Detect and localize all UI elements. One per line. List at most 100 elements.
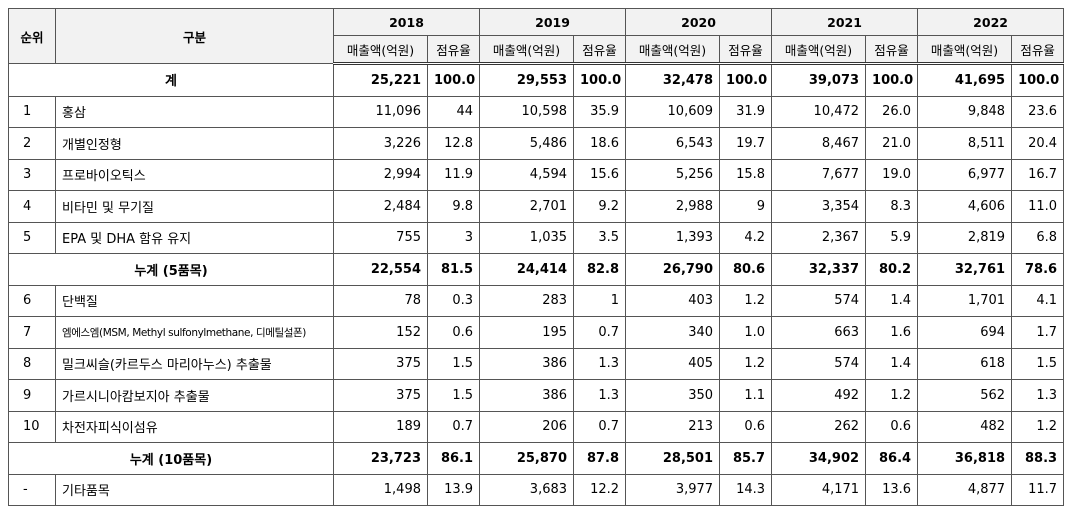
- share: 11.9: [426, 158, 481, 191]
- share: 1.3: [573, 379, 627, 412]
- share: 80.6: [719, 253, 773, 286]
- sub-header: 점유율: [719, 35, 773, 65]
- share: 1.2: [719, 284, 773, 317]
- share: 11.7: [1011, 473, 1065, 506]
- sales: 4,877: [917, 473, 1013, 506]
- rank-header: 순위: [8, 8, 56, 64]
- share: 5.9: [865, 221, 919, 254]
- sales-table: 순위 구분 2018 2019 2020 2021 2022 매출액(억원) 점유율 매출액…: [8, 8, 1065, 506]
- item-name: 개별인정형: [55, 127, 334, 160]
- sales: 11,096: [333, 95, 428, 128]
- item-name: 홍삼: [55, 95, 334, 128]
- share: 35.9: [573, 95, 627, 128]
- share: 100.0: [426, 63, 481, 97]
- share: 14.3: [719, 473, 773, 506]
- sub-header: 점유율: [573, 35, 627, 65]
- share: 19.7: [719, 127, 773, 160]
- share: 1.2: [1011, 410, 1065, 443]
- share: 1.6: [865, 316, 919, 349]
- sales: 8,467: [771, 127, 867, 160]
- category-header: 구분: [55, 8, 334, 64]
- share: 0.7: [426, 410, 481, 443]
- sales: 663: [771, 316, 867, 349]
- sales: 36,818: [917, 442, 1013, 475]
- sales: 574: [771, 284, 867, 317]
- sales: 2,994: [333, 158, 428, 191]
- sales: 4,171: [771, 473, 867, 506]
- share: 87.8: [573, 442, 627, 475]
- sales: 6,977: [917, 158, 1013, 191]
- sales: 562: [917, 379, 1013, 412]
- year-header: 2018: [332, 8, 481, 36]
- share: 31.9: [719, 95, 773, 128]
- rank: 1: [8, 95, 56, 128]
- item-name: 엠에스엠(MSM, Methyl sulfonylmethane, 디메틸설폰): [55, 316, 334, 349]
- share: 9: [719, 190, 773, 223]
- sales: 26,790: [625, 253, 721, 286]
- sales: 3,226: [333, 127, 428, 160]
- sub-header: 점유율: [865, 35, 919, 65]
- sales: 386: [479, 347, 575, 380]
- total-row: 누계 (10품목) 23,723 86.1 25,870 87.8 28,501 85.7 3…: [8, 442, 1065, 475]
- total-label: 누계 (5품목): [8, 253, 334, 286]
- rank: 7: [8, 316, 56, 349]
- sales: 2,988: [625, 190, 721, 223]
- item-row: - 기타품목 1,498 13.9 3,683 12.2 3,977 14.3 4,171 13.…: [8, 473, 1065, 506]
- sales: 3,354: [771, 190, 867, 223]
- share: 0.7: [573, 410, 627, 443]
- sales: 32,761: [917, 253, 1013, 286]
- share: 78.6: [1011, 253, 1065, 286]
- sales: 7,677: [771, 158, 867, 191]
- rank: 10: [8, 410, 56, 443]
- sales: 22,554: [333, 253, 428, 286]
- total-label: 누계 (10품목): [8, 442, 334, 475]
- share: 0.3: [426, 284, 481, 317]
- share: 100.0: [1011, 63, 1065, 97]
- sales: 23,723: [333, 442, 428, 475]
- share: 0.6: [426, 316, 481, 349]
- share: 1.2: [719, 347, 773, 380]
- rank: 8: [8, 347, 56, 380]
- share: 26.0: [865, 95, 919, 128]
- share: 1.1: [719, 379, 773, 412]
- sales: 3,683: [479, 473, 575, 506]
- share: 15.8: [719, 158, 773, 191]
- item-row: 3 프로바이오틱스 2,994 11.9 4,594 15.6 5,256 15.8 7,677…: [8, 158, 1065, 191]
- rank: 6: [8, 284, 56, 317]
- sales: 10,609: [625, 95, 721, 128]
- share: 1.3: [1011, 379, 1065, 412]
- sales: 4,606: [917, 190, 1013, 223]
- sales: 189: [333, 410, 428, 443]
- share: 44: [426, 95, 481, 128]
- item-name: 프로바이오틱스: [55, 158, 334, 191]
- sales: 1,035: [479, 221, 575, 254]
- total-row: 계 25,221 100.0 29,553 100.0 32,478 100.0 39,073…: [8, 63, 1065, 97]
- item-row: 8 밀크씨슬(카르두스 마리아누스) 추출물 375 1.5 386 1.3 405 1.2 5…: [8, 347, 1065, 380]
- share: 1.4: [865, 284, 919, 317]
- sales: 25,870: [479, 442, 575, 475]
- share: 1.2: [865, 379, 919, 412]
- share: 100.0: [573, 63, 627, 97]
- year-header: 2019: [479, 8, 627, 36]
- share: 0.6: [719, 410, 773, 443]
- share: 1.5: [426, 379, 481, 412]
- share: 4.1: [1011, 284, 1065, 317]
- share: 1.0: [719, 316, 773, 349]
- sales: 492: [771, 379, 867, 412]
- year-header: 2022: [917, 8, 1065, 36]
- item-row: 10 차전자피식이섬유 189 0.7 206 0.7 213 0.6 262 0.6 482 1.2: [8, 410, 1065, 443]
- sales: 283: [479, 284, 575, 317]
- rank: 4: [8, 190, 56, 223]
- rank: 3: [8, 158, 56, 191]
- share: 18.6: [573, 127, 627, 160]
- share: 20.4: [1011, 127, 1065, 160]
- item-row: 2 개별인정형 3,226 12.8 5,486 18.6 6,543 19.7 8,467 21…: [8, 127, 1065, 160]
- share: 21.0: [865, 127, 919, 160]
- sales: 10,598: [479, 95, 575, 128]
- sales: 195: [479, 316, 575, 349]
- sales: 3,977: [625, 473, 721, 506]
- share: 13.9: [426, 473, 481, 506]
- sales: 1,498: [333, 473, 428, 506]
- share: 23.6: [1011, 95, 1065, 128]
